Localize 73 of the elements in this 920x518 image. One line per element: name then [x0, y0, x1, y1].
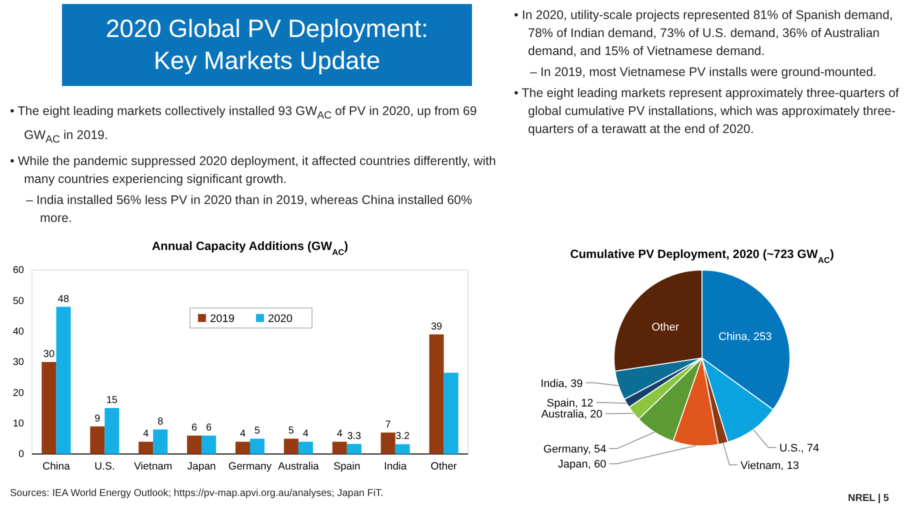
y-tick-label: 50 — [12, 296, 24, 307]
y-tick-label: 0 — [18, 449, 24, 460]
bar — [332, 442, 347, 454]
bar — [429, 334, 444, 454]
data-label: 7 — [385, 420, 392, 431]
slice-label: Germany, 54 — [543, 444, 606, 456]
slice-label: Other — [652, 321, 680, 334]
x-tick-label: Australia — [278, 460, 320, 472]
bar — [284, 438, 298, 454]
text: – In 2019, most Vietnamese PV installs were ground-mounted. — [529, 64, 878, 81]
slice-label: Vietnam, 13 — [740, 460, 799, 472]
x-tick-label: Vietnam — [134, 460, 173, 472]
slice-label: India, 39 — [540, 378, 583, 390]
text: NREL | 5 — [848, 492, 889, 506]
y-tick-label: 40 — [12, 326, 24, 338]
slice-label: Japan, 60 — [558, 458, 606, 471]
x-tick-label: Spain — [333, 460, 360, 472]
x-tick-label: India — [384, 460, 407, 472]
text: – India installed 56% less PV in 2020 than in 2019, whereas China installed 60% more. — [25, 192, 474, 227]
bar — [90, 426, 105, 454]
data-label: 4 — [240, 428, 246, 440]
x-tick-label: Other — [430, 460, 458, 472]
bar — [298, 442, 313, 454]
bar — [346, 444, 362, 454]
bar — [153, 429, 168, 454]
data-label: 4 — [143, 428, 150, 440]
slice-label: Australia, 20 — [541, 408, 602, 421]
data-label: 48 — [58, 294, 70, 305]
text: 2020 Global PV Deployment: Key Markets Update — [104, 14, 430, 77]
data-label: 4 — [336, 428, 343, 440]
bar — [444, 372, 458, 454]
bar — [235, 442, 250, 454]
data-label: 3.2 — [396, 431, 410, 442]
data-label: 15 — [106, 395, 118, 406]
data-label: 9 — [94, 413, 101, 424]
bar — [138, 442, 154, 454]
text: • While the pandemic suppressed 2020 deployment, it affected countries differently, with many countries experiencing significant growth. — [10, 153, 497, 188]
data-label: 5 — [254, 426, 260, 437]
y-tick-label: 60 — [12, 265, 24, 276]
bar — [104, 408, 120, 454]
data-label: 39 — [430, 321, 443, 332]
text: • In 2020, utility-scale projects represented 81% of Spanish demand, 78% of Indian demand, 73% of U.S. demand, 36% of Australian demand, and 15% of Vietnamese demand. — [514, 7, 894, 60]
bar — [202, 436, 216, 454]
x-tick-label: China — [42, 460, 70, 472]
slice-label: Spain, 12 — [546, 397, 594, 410]
text: • The eight leading markets represent approximately three-quarters of global cumulative PV installations, which was approximately three-quarters of a terawatt at the end of 2020. — [514, 85, 900, 138]
x-tick-label: Germany — [228, 460, 272, 472]
x-tick-label: Japan — [187, 460, 216, 472]
y-tick-label: 10 — [12, 418, 24, 430]
legend-label: 2019 — [210, 313, 234, 325]
data-label: 4 — [302, 428, 309, 440]
bar — [380, 432, 396, 454]
legend-label: 2020 — [268, 313, 292, 325]
data-label: 6 — [206, 422, 212, 434]
chart-title: Cumulative PV Deployment, 2020 (~723 GW$_{AC}$) — [570, 247, 834, 265]
bar — [250, 438, 265, 454]
bar — [187, 436, 202, 454]
data-label: 8 — [158, 416, 164, 428]
y-tick-label: 20 — [12, 388, 24, 399]
chart-title: Annual Capacity Additions (GW$_{AC}$) — [152, 239, 348, 257]
source-note: Sources: IEA World Energy Outlook; https://pv-map.apvi.org.au/analyses; Japan FiT. — [10, 488, 384, 500]
data-label: 3.3 — [347, 430, 362, 442]
y-tick-label: 30 — [12, 357, 24, 368]
bar — [395, 444, 410, 454]
text: • The eight leading markets collectively installed 93 GW$_{AC}$ of PV in 2020, up from 69 GW$_{AC}$ in 2019. — [10, 104, 477, 145]
data-label: 30 — [43, 349, 55, 360]
bar — [56, 306, 71, 454]
data-label: 5 — [288, 426, 294, 437]
bar — [42, 362, 56, 454]
data-label: 6 — [192, 422, 198, 434]
x-tick-label: U.S. — [94, 460, 115, 472]
slice-label: U.S., 74 — [779, 442, 820, 454]
slice-label: China, 253 — [718, 331, 772, 344]
